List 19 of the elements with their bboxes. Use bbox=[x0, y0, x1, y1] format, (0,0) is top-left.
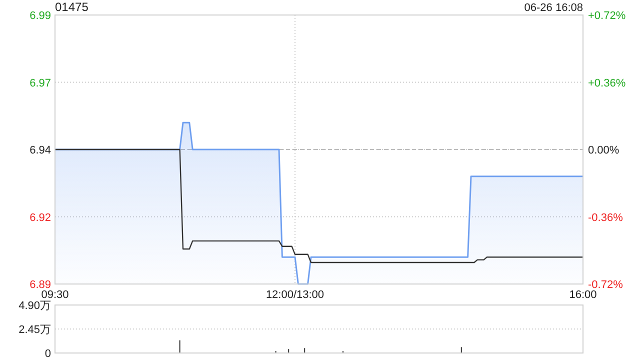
y-tick-label: 6.99 bbox=[30, 10, 51, 22]
y-tick-label: 6.92 bbox=[30, 212, 51, 224]
y-tick-label: 6.94 bbox=[30, 144, 51, 156]
y-tick-label: 4.90万 bbox=[18, 300, 51, 312]
line-series bbox=[54, 148, 584, 264]
y-tick-label: 0 bbox=[44, 348, 51, 360]
text: 06-26 16:08 bbox=[524, 2, 583, 14]
y-tick-label: 6.89 bbox=[30, 279, 51, 291]
chart-title: 01475 bbox=[55, 0, 89, 14]
y2-tick-label: 0.00% bbox=[588, 144, 620, 156]
y-tick-label: 2.45万 bbox=[18, 324, 51, 336]
y2-tick-label: -0.72% bbox=[588, 279, 624, 291]
x-tick-label: 16:00 bbox=[569, 289, 597, 301]
x-tick-label: 12:00/13:00 bbox=[266, 289, 324, 301]
y2-tick-label: -0.36% bbox=[588, 212, 624, 224]
y-tick-label: 6.97 bbox=[30, 77, 51, 90]
y2-tick-label: +0.36% bbox=[588, 77, 626, 90]
y2-tick-label: +0.72% bbox=[588, 10, 626, 22]
x-tick-label: 09:30 bbox=[41, 289, 69, 301]
